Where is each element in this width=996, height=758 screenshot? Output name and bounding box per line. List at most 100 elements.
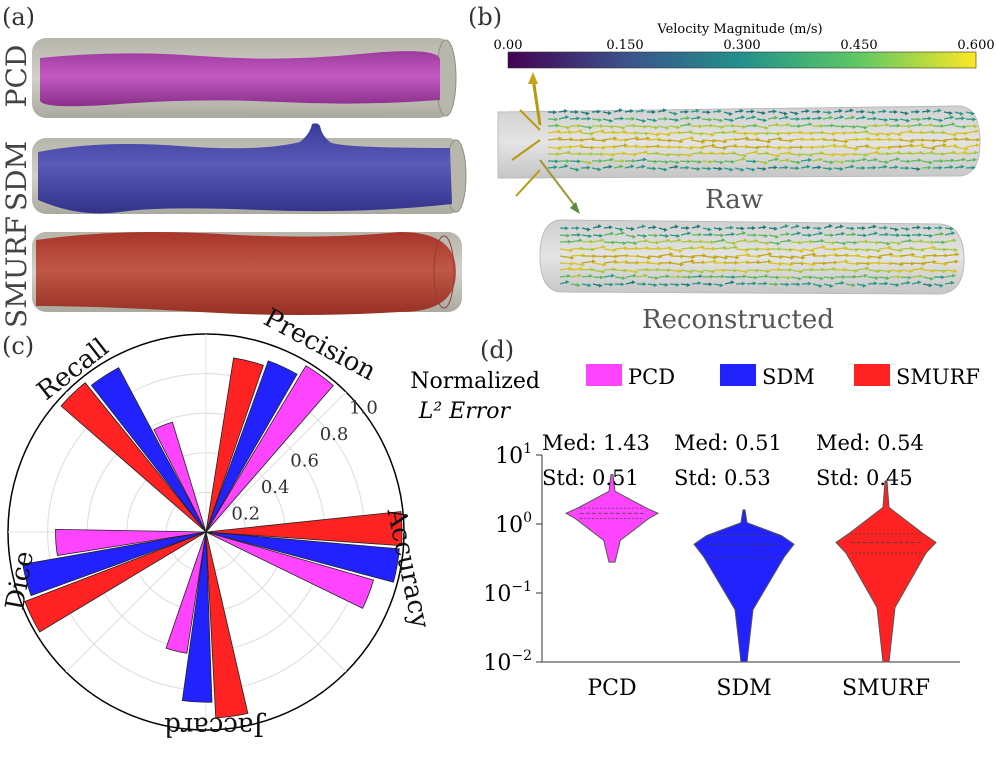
velocity-vector	[779, 160, 787, 161]
smurf-tube	[32, 232, 462, 315]
velocity-vector	[692, 276, 700, 277]
colorbar-tick-label: 0.300	[723, 38, 760, 53]
velocity-vector	[658, 140, 670, 141]
velocity-vector	[912, 263, 923, 264]
velocity-vector	[801, 147, 812, 148]
velocity-vector	[768, 133, 778, 134]
velocity-vector	[769, 277, 777, 278]
velocity-vector	[791, 242, 800, 243]
velocity-vector	[647, 153, 657, 154]
outlier-vector-head	[528, 72, 538, 84]
velocity-vector	[747, 277, 755, 278]
velocity-vector	[636, 133, 646, 134]
violin-ylabel-line1: Normalized	[410, 369, 540, 394]
violin-ylabel-line2: L² Error	[418, 399, 512, 424]
velocity-vector	[791, 263, 802, 264]
panel-b-label: (b)	[468, 3, 502, 31]
velocity-vector	[923, 235, 930, 236]
velocity-vector	[901, 248, 911, 249]
raw-label: Raw	[705, 185, 763, 215]
velocity-vector	[593, 256, 605, 257]
velocity-vector	[923, 255, 935, 256]
velocity-vector	[604, 256, 616, 257]
row-label-smurf: SMURF	[0, 216, 33, 328]
velocity-vector	[713, 153, 723, 154]
velocity-vector	[626, 248, 636, 249]
violin-category-label: SMURF	[842, 676, 930, 701]
velocity-vector	[758, 276, 766, 277]
velocity-vector	[625, 146, 636, 147]
velocity-vector	[648, 248, 658, 249]
polar-bar-chart: 0.20.40.60.81.0PrecisionAccuracyJaccardD…	[0, 303, 435, 741]
velocity-vector	[812, 167, 819, 168]
velocity-vector	[648, 235, 655, 236]
sdm-surface	[38, 123, 452, 213]
polar-radial-tick-label: 0.6	[290, 451, 319, 472]
colorbar	[508, 52, 976, 68]
velocity-vector	[901, 263, 912, 264]
violin-y-tick-label: 10−1	[483, 579, 532, 607]
velocity-vector	[603, 154, 613, 155]
polar-radial-tick-label: 1.0	[349, 398, 378, 419]
velocity-vector	[790, 132, 800, 133]
velocity-vector	[592, 147, 603, 148]
velocity-vector	[702, 161, 710, 162]
pcd-surface	[40, 51, 440, 106]
velocity-vector	[922, 140, 934, 141]
velocity-vector	[911, 119, 918, 120]
velocity-vector	[933, 132, 943, 133]
velocity-vector	[581, 147, 592, 148]
velocity-vector	[604, 284, 611, 285]
velocity-vector	[691, 133, 701, 134]
violin-median-label: Med: 0.51	[674, 431, 782, 455]
velocity-vector	[879, 263, 890, 264]
row-label-pcd: PCD	[0, 45, 33, 108]
colorbar-tick-label: 0.150	[606, 38, 643, 53]
smurf-surface	[36, 232, 456, 315]
velocity-vector	[724, 161, 732, 162]
violin-category-label: PCD	[587, 676, 636, 701]
velocity-vector	[713, 168, 720, 169]
velocity-vector	[834, 126, 843, 127]
velocity-vector	[725, 270, 735, 271]
velocity-vector	[790, 154, 800, 155]
velocity-vector	[702, 153, 712, 154]
velocity-vector	[747, 270, 757, 271]
velocity-vector	[636, 126, 645, 127]
velocity-vector	[823, 168, 830, 169]
velocity-vector	[560, 235, 567, 236]
velocity-vector	[637, 262, 648, 263]
velocity-vector	[835, 255, 847, 256]
colorbar-title: Velocity Magnitude (m/s)	[656, 22, 822, 37]
velocity-vector	[911, 160, 919, 161]
velocity-vector	[801, 139, 813, 140]
velocity-vector	[867, 139, 879, 140]
velocity-vector	[659, 276, 667, 277]
velocity-vector	[692, 262, 703, 263]
legend-swatch-smurf	[854, 364, 890, 386]
velocity-vector	[681, 241, 690, 242]
legend-swatch-pcd	[586, 364, 622, 386]
violin-median-label: Med: 0.54	[816, 431, 924, 455]
velocity-vector	[878, 147, 889, 148]
velocity-vector	[912, 241, 921, 242]
velocity-vector	[670, 284, 677, 285]
velocity-vector	[702, 168, 709, 169]
velocity-vector	[648, 242, 657, 243]
velocity-vector	[857, 263, 868, 264]
velocity-vector	[582, 269, 592, 270]
velocity-vector	[571, 255, 583, 256]
polar-category-label: Jaccard	[164, 711, 267, 741]
velocity-vector	[824, 249, 834, 250]
pcd-tube	[32, 38, 456, 118]
velocity-vector	[659, 284, 666, 285]
velocity-vector	[702, 119, 709, 120]
velocity-vector	[747, 283, 754, 284]
velocity-vector	[736, 276, 744, 277]
legend-swatch-sdm	[720, 364, 756, 386]
velocity-vector	[780, 277, 788, 278]
velocity-vector	[769, 269, 779, 270]
